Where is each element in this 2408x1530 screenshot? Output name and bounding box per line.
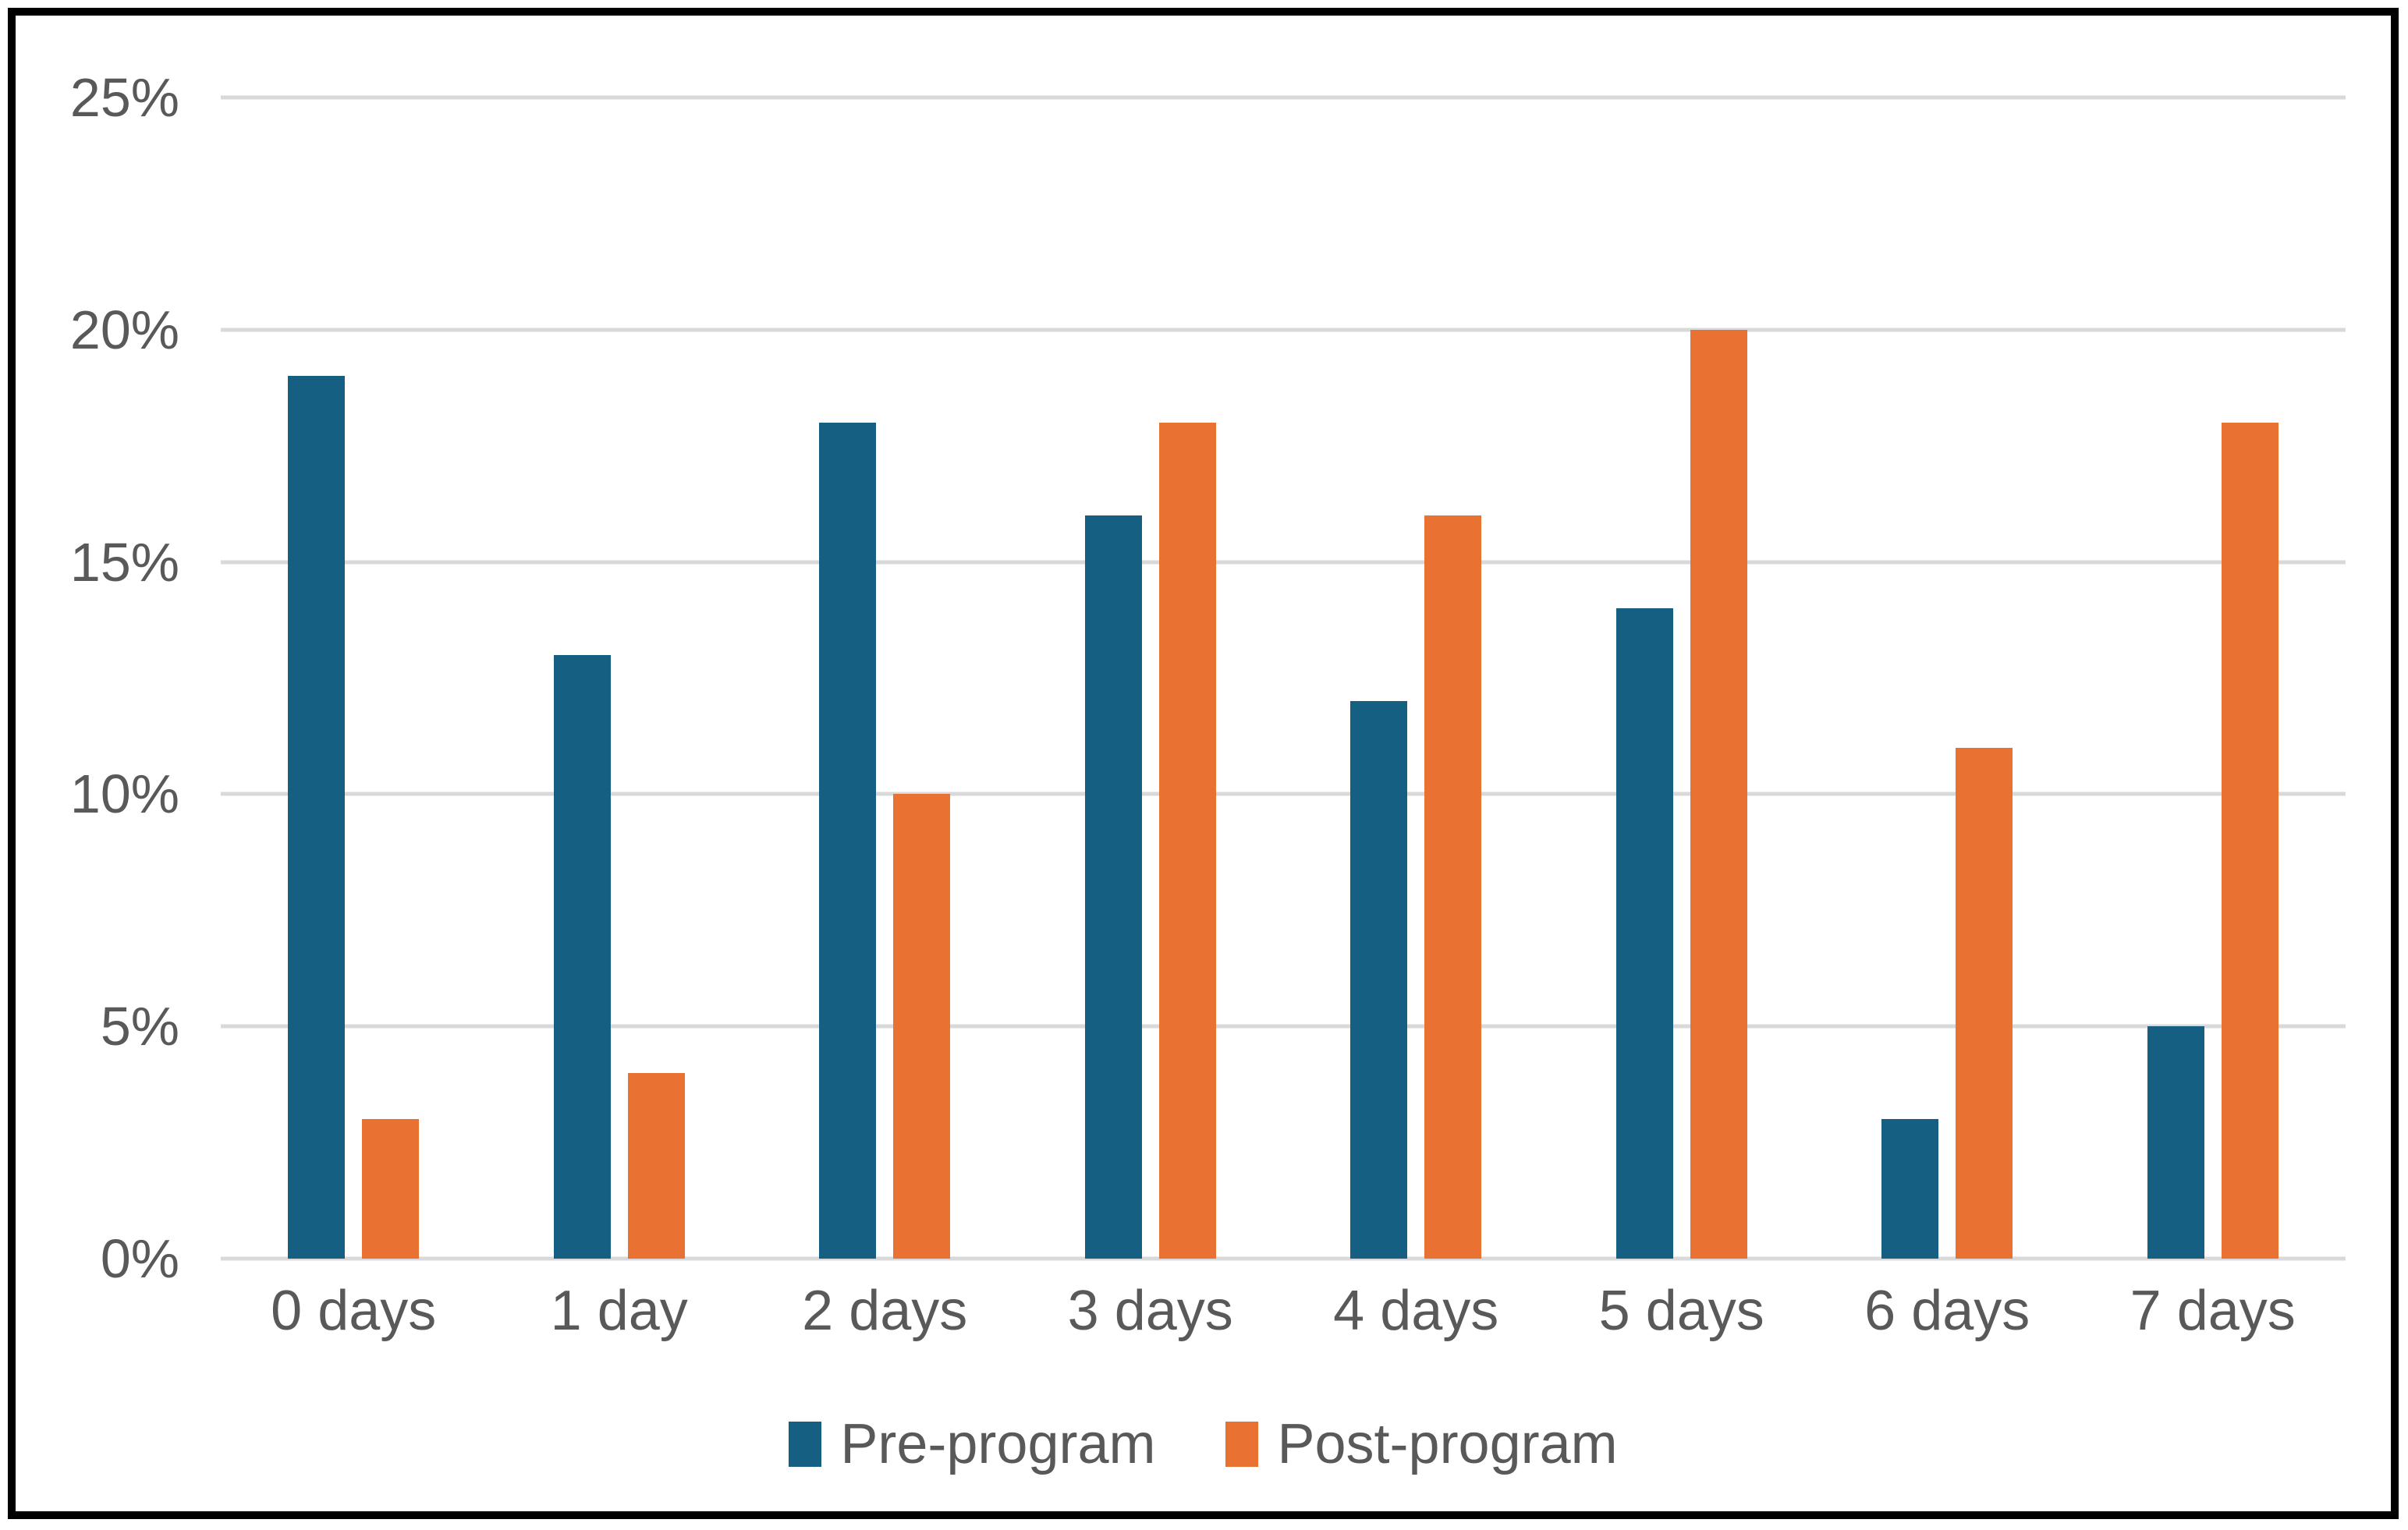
x-axis-tick-labels: 0 days 1 day 2 days 3 days 4 days 5 days 6 day…: [221, 1277, 2346, 1344]
bar-group-0-days: [221, 97, 487, 1259]
bar-pre-program-4-days: [1350, 701, 1408, 1259]
legend: Pre-program Post-program: [16, 1413, 2391, 1475]
bar-pre-program-3-days: [1084, 515, 1142, 1259]
x-tick-label-3-days: 3 days: [1067, 1280, 1233, 1342]
chart-frame: 0% 5% 10% 15% 20% 25% 0 days 1 day 2 days 3 days…: [8, 8, 2399, 1519]
bar-pre-program-2-days: [819, 422, 877, 1259]
x-tick-label-5-days: 5 days: [1598, 1280, 1764, 1342]
bar-post-program-5-days: [1690, 329, 1747, 1259]
y-tick-label-0: 0%: [100, 1228, 179, 1289]
y-tick-label-20: 20%: [69, 299, 179, 360]
y-tick-label-25: 25%: [69, 67, 179, 128]
bar-post-program-2-days: [893, 794, 951, 1259]
bar-group-2-days: [752, 97, 1018, 1259]
y-tick-label-5: 5%: [100, 996, 179, 1057]
bar-group-4-days: [1283, 97, 1549, 1259]
gridline-20: [221, 328, 2346, 332]
x-tick-label-0-days: 0 days: [271, 1280, 437, 1342]
legend-swatch-post-program: [1225, 1422, 1259, 1467]
bar-group-6-days: [1814, 97, 2080, 1259]
bar-group-1-day: [487, 97, 753, 1259]
bar-post-program-6-days: [1956, 747, 2013, 1259]
y-tick-label-10: 10%: [69, 763, 179, 825]
bar-post-program-0-days: [362, 1119, 420, 1259]
y-axis-tick-labels: 0% 5% 10% 15% 20% 25%: [47, 70, 179, 1286]
gridline-5: [221, 1024, 2346, 1029]
y-tick-label-15: 15%: [69, 531, 179, 593]
gridline-10: [221, 792, 2346, 796]
legend-swatch-pre-program: [789, 1422, 822, 1467]
plot-area: [221, 95, 2346, 1261]
bar-group-3-days: [1018, 97, 1284, 1259]
gridline-15: [221, 560, 2346, 565]
gridline-25: [221, 95, 2346, 100]
bar-pre-program-0-days: [288, 376, 346, 1259]
bar-group-5-days: [1549, 97, 1815, 1259]
bar-group-7-days: [2080, 97, 2346, 1259]
x-tick-label-4-days: 4 days: [1333, 1280, 1499, 1342]
legend-label-pre-program: Pre-program: [840, 1413, 1156, 1475]
bar-pre-program-7-days: [2147, 1026, 2204, 1259]
legend-label-post-program: Post-program: [1277, 1413, 1618, 1475]
legend-item-pre-program: Pre-program: [789, 1413, 1155, 1475]
bar-post-program-4-days: [1424, 515, 1482, 1259]
x-tick-label-2-days: 2 days: [802, 1280, 968, 1342]
legend-item-post-program: Post-program: [1225, 1413, 1618, 1475]
bar-groups: [221, 97, 2346, 1259]
gridline-0: [221, 1256, 2346, 1261]
bar-pre-program-1-day: [553, 654, 611, 1259]
bar-post-program-1-day: [627, 1072, 685, 1259]
bar-pre-program-6-days: [1881, 1119, 1939, 1259]
bar-post-program-3-days: [1158, 422, 1216, 1259]
x-tick-label-1-day: 1 day: [550, 1280, 688, 1342]
x-tick-label-7-days: 7 days: [2130, 1280, 2296, 1342]
x-tick-label-6-days: 6 days: [1864, 1280, 2030, 1342]
bar-post-program-7-days: [2221, 422, 2279, 1259]
bar-pre-program-5-days: [1615, 608, 1673, 1259]
